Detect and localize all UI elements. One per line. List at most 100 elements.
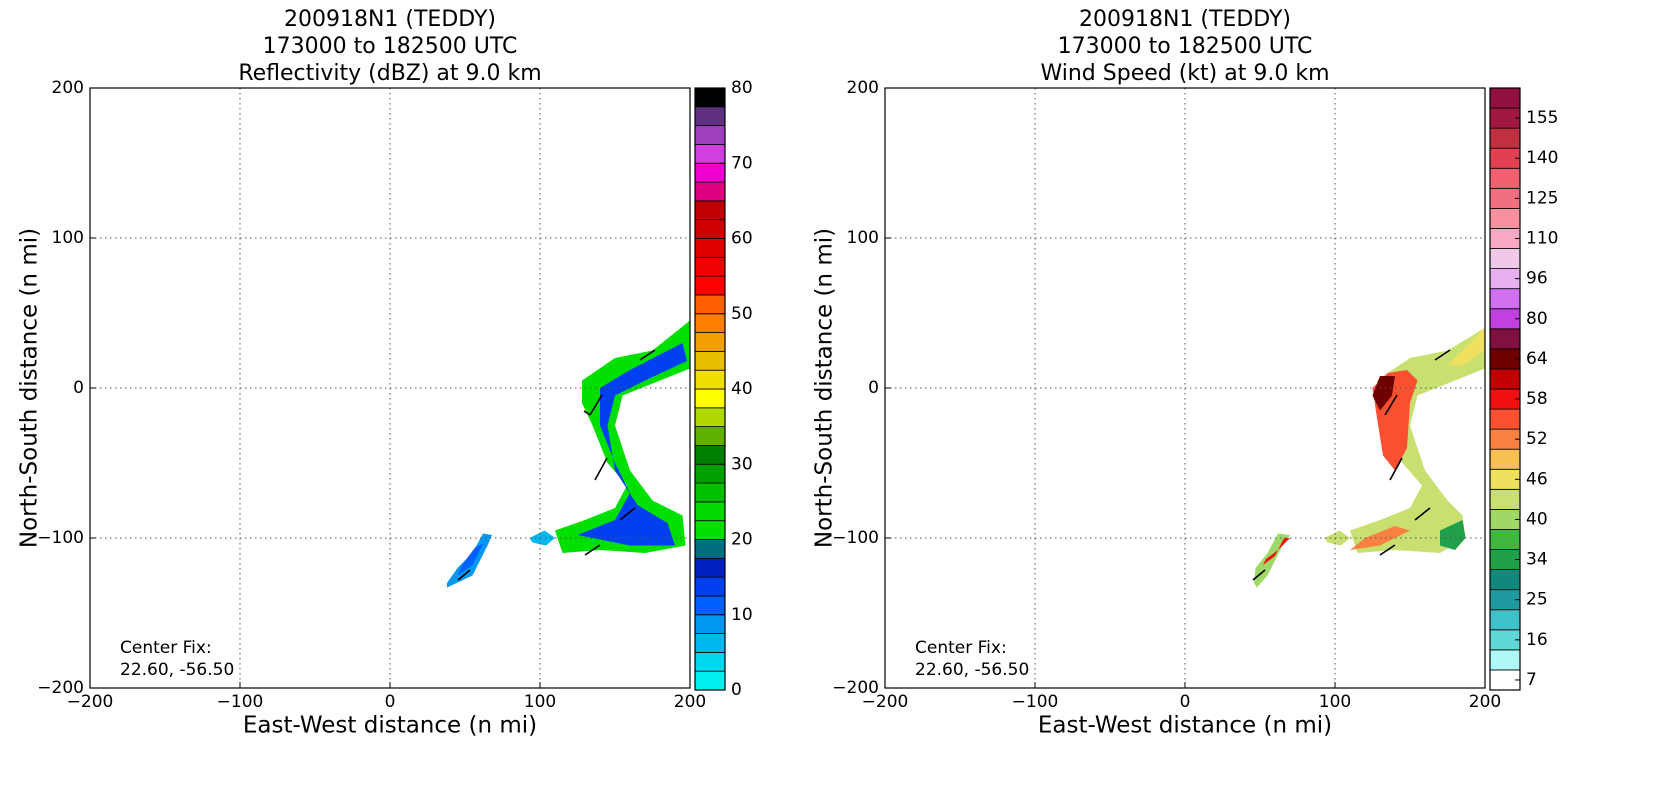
colorbar-box bbox=[1489, 127, 1521, 149]
colorbar-box bbox=[694, 162, 726, 183]
colorbar-tick-label: 96 bbox=[1526, 269, 1548, 289]
colorbar-box bbox=[694, 350, 726, 371]
y-axis-label: North-South distance (n mi) bbox=[17, 228, 43, 548]
y-tick-label: 100 bbox=[847, 228, 879, 248]
colorbar-tick-label: 10 bbox=[731, 605, 753, 625]
chart-title: Wind Speed (kt) at 9.0 km bbox=[1040, 61, 1329, 86]
colorbar-box bbox=[694, 670, 726, 691]
colorbar-box bbox=[694, 125, 726, 145]
x-axis-label: East-West distance (n mi) bbox=[1038, 713, 1332, 739]
colorbar-box bbox=[694, 369, 726, 390]
x-tick-label: 200 bbox=[674, 692, 706, 712]
colorbar-box bbox=[1489, 87, 1521, 109]
wind-barbs bbox=[457, 349, 1451, 581]
colorbar-box bbox=[694, 576, 726, 597]
x-tick-label: −200 bbox=[862, 692, 909, 712]
y-tick-label: −100 bbox=[832, 528, 879, 548]
colorbar-box bbox=[1489, 649, 1521, 671]
y-tick-label: −100 bbox=[37, 528, 84, 548]
y-tick-label: −200 bbox=[832, 678, 879, 698]
colorbar-tick-label: 125 bbox=[1526, 188, 1558, 208]
annotation: Center Fix: bbox=[915, 638, 1007, 658]
colorbar-frame bbox=[1489, 87, 1521, 691]
colorbar-box bbox=[694, 557, 726, 578]
colorbar-tick-label: 140 bbox=[1526, 148, 1558, 168]
colorbar-box bbox=[694, 633, 726, 653]
chart-title: 200918N1 (TEDDY) bbox=[284, 7, 496, 32]
colorbar-box bbox=[1489, 328, 1521, 350]
colorbar-tick-label: 155 bbox=[1526, 108, 1558, 128]
colorbar-tick-label: 110 bbox=[1526, 229, 1558, 249]
echo-region bbox=[1447, 328, 1485, 366]
colorbar-box bbox=[694, 520, 726, 540]
x-tick-label: 200 bbox=[1469, 692, 1501, 712]
colorbar-box bbox=[694, 219, 726, 239]
colorbar-tick-label: 46 bbox=[1526, 469, 1548, 489]
colorbar-box bbox=[694, 463, 726, 484]
colorbar-tick-label: 50 bbox=[731, 304, 753, 324]
colorbar-tick-label: 16 bbox=[1526, 630, 1548, 650]
x-tick-label: 0 bbox=[1180, 692, 1191, 712]
colorbar-box bbox=[1489, 288, 1521, 310]
colorbar-tick-label: 60 bbox=[731, 229, 753, 249]
colorbar-box bbox=[1489, 248, 1521, 270]
y-tick-label: 0 bbox=[868, 378, 879, 398]
colorbar-tick-label: 7 bbox=[1526, 670, 1537, 690]
colorbar-tick-label: 80 bbox=[731, 78, 753, 98]
wind-barb bbox=[457, 349, 1451, 581]
y-tick-label: 100 bbox=[52, 228, 84, 248]
colorbar-box bbox=[1489, 448, 1521, 470]
colorbar-box bbox=[1489, 488, 1521, 510]
colorbar-box bbox=[694, 294, 726, 315]
colorbar-box bbox=[1489, 569, 1521, 591]
colorbar-tick-label: 70 bbox=[731, 153, 753, 173]
plot-frame bbox=[89, 87, 691, 689]
x-tick-label: −100 bbox=[217, 692, 264, 712]
x-tick-label: −200 bbox=[67, 692, 114, 712]
colorbar-box bbox=[1489, 609, 1521, 631]
x-tick-label: 0 bbox=[385, 692, 396, 712]
y-tick-label: 200 bbox=[52, 78, 84, 98]
colorbar-tick-label: 25 bbox=[1526, 590, 1548, 610]
annotation: Center Fix: bbox=[120, 638, 212, 658]
annotation: 22.60, -56.50 bbox=[120, 660, 234, 680]
colorbar-box bbox=[1489, 408, 1521, 430]
colorbar-box bbox=[694, 501, 726, 522]
echo-region bbox=[1440, 520, 1466, 550]
chart-title: Reflectivity (dBZ) at 9.0 km bbox=[238, 61, 541, 86]
colorbar-box bbox=[694, 482, 726, 503]
echo-region bbox=[529, 530, 555, 546]
colorbar-tick-label: 30 bbox=[731, 454, 753, 474]
colorbar-box bbox=[694, 407, 726, 428]
echo-region bbox=[457, 544, 483, 576]
colorbar-box bbox=[694, 87, 726, 108]
colorbar-box bbox=[694, 256, 726, 277]
colorbar-box bbox=[694, 426, 726, 446]
echo-region bbox=[577, 343, 687, 546]
colorbar-box bbox=[1489, 207, 1521, 229]
x-tick-label: −100 bbox=[1012, 692, 1059, 712]
colorbar-tick-label: 20 bbox=[731, 530, 753, 550]
colorbar-box bbox=[694, 238, 726, 258]
colorbar-tick-label: 40 bbox=[1526, 509, 1548, 529]
colorbar-tick-label: 34 bbox=[1526, 550, 1548, 570]
y-axis-label: North-South distance (n mi) bbox=[812, 228, 838, 548]
colorbar-tick-label: 80 bbox=[1526, 309, 1548, 329]
colorbar-box bbox=[694, 595, 726, 616]
colorbar-tick-label: 58 bbox=[1526, 389, 1548, 409]
x-tick-label: 100 bbox=[524, 692, 556, 712]
colorbar-box bbox=[694, 144, 726, 164]
y-tick-label: 200 bbox=[847, 78, 879, 98]
colorbar-box bbox=[694, 181, 726, 202]
colorbar-box bbox=[1489, 529, 1521, 550]
colorbar-box bbox=[694, 614, 726, 634]
colorbar-tick-label: 40 bbox=[731, 379, 753, 399]
echo-region bbox=[1372, 376, 1395, 411]
colorbar-box bbox=[694, 539, 726, 559]
colorbar-box bbox=[1489, 167, 1521, 189]
colorbar-tick-label: 52 bbox=[1526, 429, 1548, 449]
echo-region bbox=[1324, 530, 1350, 546]
colorbar-box bbox=[694, 200, 726, 221]
x-axis-label: East-West distance (n mi) bbox=[243, 713, 537, 739]
